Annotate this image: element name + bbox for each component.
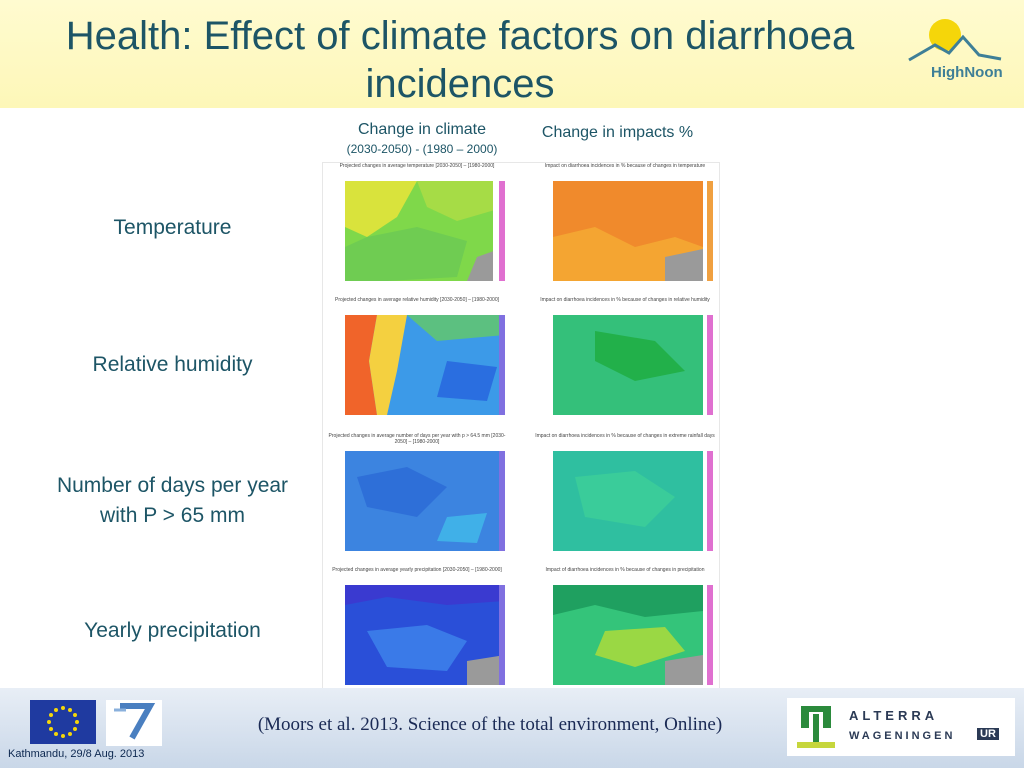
map-image — [553, 181, 713, 281]
highnoon-logo-text: HighNoon — [931, 64, 1003, 81]
alterra-wageningen-logo: ALTERRA WAGENINGEN UR — [787, 698, 1015, 756]
highnoon-logo — [908, 19, 1002, 62]
row-label-precipitation: Yearly precipitation — [84, 619, 261, 642]
climate-map-temperature: Projected changes in average temperature… — [327, 163, 507, 291]
map-title: Impact of diarrhoea incidences in % beca… — [545, 567, 705, 573]
citation-text: (Moors et al. 2013. Science of the total… — [257, 714, 723, 735]
slide-title: Health: Effect of climate factors on dia… — [65, 14, 855, 106]
impact-map-extreme-days: Impact on diarrhoea incidences in % beca… — [535, 433, 715, 561]
map-image — [553, 315, 713, 415]
map-image — [345, 451, 505, 551]
map-title: Projected changes in average number of d… — [328, 433, 506, 445]
maps-panel: Projected changes in average temperature… — [322, 162, 720, 702]
climate-map-extreme-days: Projected changes in average number of d… — [327, 433, 507, 561]
map-image — [553, 451, 713, 551]
fp7-logo — [106, 700, 162, 746]
map-image — [345, 315, 505, 415]
climate-map-precipitation: Projected changes in average yearly prec… — [327, 567, 507, 695]
footer-date: Kathmandu, 29/8 Aug. 2013 — [8, 748, 145, 760]
eu-flag-logo — [30, 700, 96, 744]
wageningen-text: WAGENINGEN — [849, 730, 956, 742]
climate-column-title: Change in climate — [357, 121, 487, 138]
map-title: Projected changes in average relative hu… — [335, 297, 499, 303]
row-label-humidity: Relative humidity — [92, 353, 253, 376]
row-label-extreme-days: Number of days per year with P > 65 mm — [56, 474, 289, 527]
impact-map-temperature: Impact on diarrhoea incidences in % beca… — [535, 163, 715, 291]
map-image — [345, 585, 505, 685]
map-image — [345, 181, 505, 281]
row-label-temperature: Temperature — [113, 216, 232, 239]
map-title: Impact on diarrhoea incidences in % beca… — [540, 297, 710, 303]
slide-header — [0, 0, 1024, 108]
map-title: Projected changes in average yearly prec… — [332, 567, 502, 573]
map-title: Impact on diarrhoea incidences in % beca… — [535, 433, 715, 439]
map-title: Impact on diarrhoea incidences in % beca… — [544, 163, 706, 169]
alterra-emblem-icon — [793, 702, 839, 752]
map-image — [553, 585, 713, 685]
map-title: Projected changes in average temperature… — [339, 163, 495, 169]
impact-map-humidity: Impact on diarrhoea incidences in % beca… — [535, 297, 715, 425]
climate-map-humidity: Projected changes in average relative hu… — [327, 297, 507, 425]
climate-column-subtitle: (2030-2050) - (1980 – 2000) — [346, 142, 498, 156]
impact-column-title: Change in impacts % — [541, 124, 694, 141]
alterra-text: ALTERRA — [849, 708, 939, 723]
ur-badge: UR — [977, 728, 999, 740]
impact-map-precipitation: Impact of diarrhoea incidences in % beca… — [535, 567, 715, 695]
